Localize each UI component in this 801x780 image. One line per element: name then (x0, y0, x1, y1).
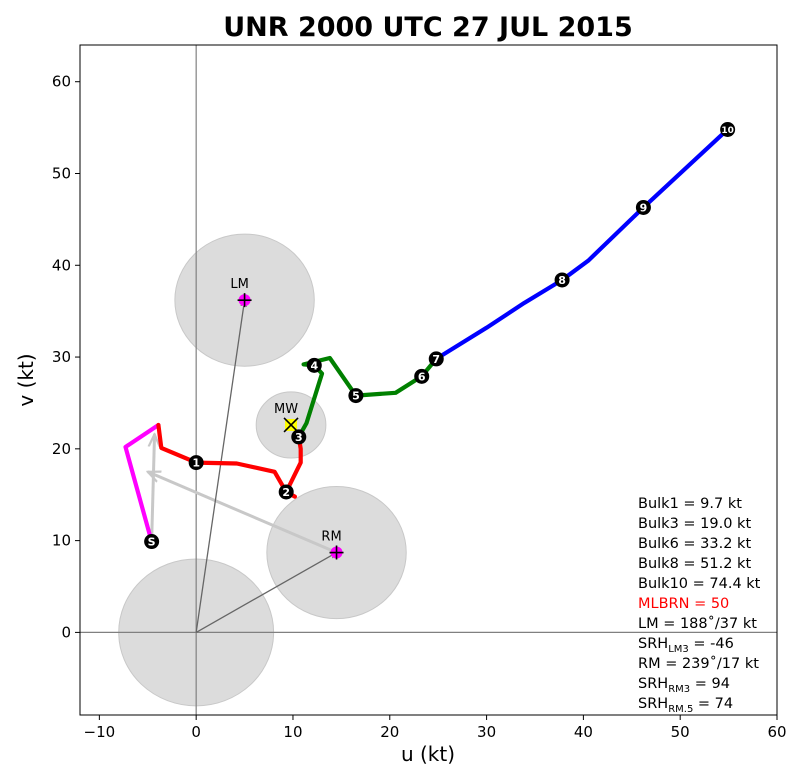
y-tick-label: 30 (52, 348, 71, 366)
mw-cross (283, 417, 299, 433)
x-tick-label: 60 (767, 723, 786, 741)
parameter-text: Bulk8 = 51.2 kt (638, 556, 751, 572)
parameter-text: MLBRN = 50 (638, 596, 729, 612)
height-marker-S (144, 534, 160, 550)
height-marker-label-5: 5 (352, 390, 360, 403)
x-tick-label: 50 (671, 723, 690, 741)
parameter-text: SRHRM3 = 94 (638, 676, 730, 695)
height-marker-4 (306, 357, 322, 373)
parameter-text: LM = 188˚/37 kt (638, 615, 757, 632)
rm-cross (329, 545, 344, 560)
mw-label: MW (274, 402, 298, 417)
height-marker-1 (188, 455, 204, 471)
y-tick-label: 60 (52, 73, 71, 91)
x-tick-label: 30 (477, 723, 496, 741)
parameter-text: RM = 239˚/17 kt (638, 655, 759, 672)
rm-label: RM (321, 530, 341, 545)
height-marker-label-7: 7 (432, 353, 440, 366)
height-marker-label-S: S (148, 536, 156, 549)
x-axis-label: u (kt) (401, 742, 455, 766)
height-marker-label-2: 2 (282, 486, 290, 499)
height-marker-label-6: 6 (418, 370, 426, 383)
lm-cross (237, 293, 252, 308)
hodograph-segment-0 (123, 422, 161, 544)
parameter-text: SRHLM3 = -46 (638, 636, 734, 655)
x-tick-label: 10 (283, 723, 302, 741)
chart-title: UNR 2000 UTC 27 JUL 2015 (223, 12, 633, 43)
height-marker-10 (720, 121, 736, 137)
x-tick-label: −10 (84, 723, 116, 741)
hodograph-segment-3 (434, 127, 730, 361)
height-marker-label-4: 4 (310, 359, 318, 372)
parameter-panel: Bulk1 = 9.7 kt Bulk3 = 19.0 kt Bulk6 = 33.… (638, 496, 761, 715)
height-marker-label-1: 1 (192, 457, 200, 470)
height-marker-5 (348, 388, 364, 404)
storm-motion-vector-1 (195, 553, 336, 633)
lm-label: LM (230, 277, 248, 292)
y-tick-label: 0 (61, 623, 71, 641)
storm-motion-vector-0 (195, 300, 244, 633)
shear-vector-0 (148, 470, 338, 554)
x-axis: −10 0 10 20 30 40 50 60 (84, 715, 787, 741)
x-tick-label: 20 (380, 723, 399, 741)
height-marker-8 (554, 272, 570, 288)
height-marker-3 (291, 429, 307, 445)
parameter-text: Bulk3 = 19.0 kt (638, 516, 751, 532)
height-marker-label-10: 10 (721, 126, 734, 136)
height-marker-6 (414, 368, 430, 384)
parameter-text: Bulk10 = 74.4 kt (638, 576, 761, 592)
y-axis: 0 10 20 30 40 50 60 (52, 73, 80, 641)
y-tick-label: 40 (52, 256, 71, 274)
height-marker-label-3: 3 (295, 431, 303, 444)
y-axis-label: v (kt) (14, 353, 38, 406)
parameter-text: Bulk1 = 9.7 kt (638, 496, 742, 512)
x-tick-label: 0 (191, 723, 201, 741)
shear-vector-1 (152, 434, 155, 542)
x-tick-label: 40 (574, 723, 593, 741)
height-marker-label-9: 9 (640, 201, 648, 214)
y-tick-label: 10 (52, 532, 71, 550)
height-marker-2 (278, 484, 294, 500)
parameter-text: SRHRM.5 = 74 (638, 696, 733, 715)
height-marker-label-8: 8 (558, 274, 566, 287)
height-marker-9 (635, 199, 651, 215)
plot-area: LM RM MW S 1 2 3 4 5 67 8 9 10 (79, 44, 778, 716)
y-tick-label: 50 (52, 164, 71, 182)
y-tick-label: 20 (52, 440, 71, 458)
plot-frame (79, 44, 778, 716)
height-marker-7 (428, 351, 444, 367)
parameter-text: Bulk6 = 33.2 kt (638, 536, 751, 552)
